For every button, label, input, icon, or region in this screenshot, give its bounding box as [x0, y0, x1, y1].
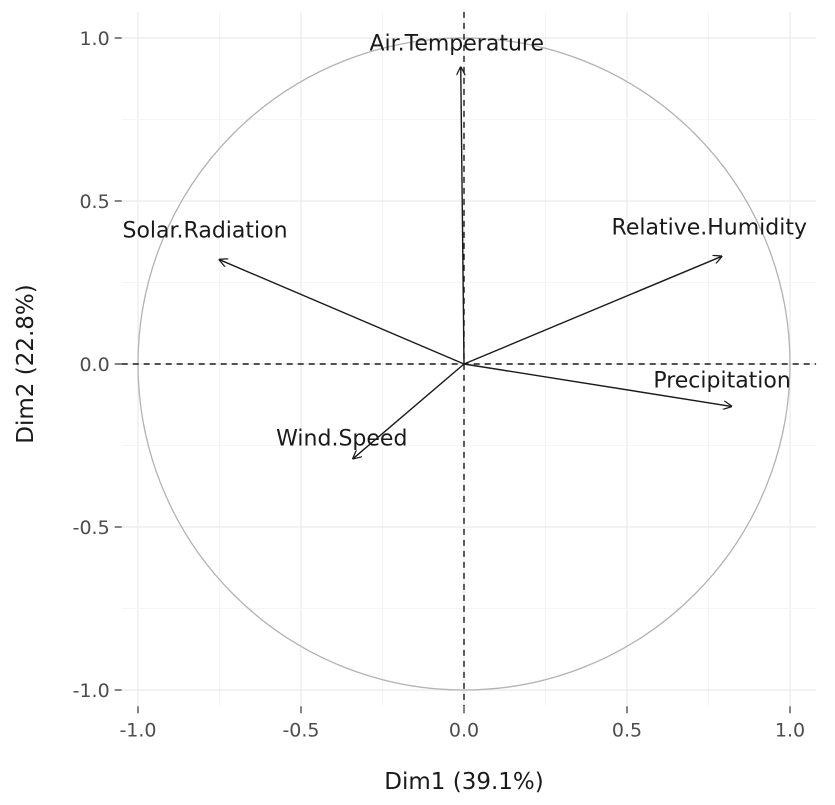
y-tick-label: -0.5: [73, 517, 110, 539]
y-tick-label: -1.0: [73, 680, 110, 702]
arrow-precipitation: [463, 363, 731, 406]
arrow-solar-radiation: [220, 260, 465, 365]
variable-label-air-temperature: Air.Temperature: [369, 31, 544, 56]
arrow-air-temperature: [461, 67, 464, 365]
reference-lines: [121, 11, 817, 707]
x-tick-label: -1.0: [119, 719, 156, 741]
arrow-wind-speed: [353, 363, 465, 459]
y-axis-title: Dim2 (22.8%): [13, 284, 39, 443]
x-tick-label: -0.5: [282, 719, 319, 741]
y-axis-ticks: -1.0 -0.5 0.0 0.5 1.0: [73, 28, 122, 702]
variable-label-solar-radiation: Solar.Radiation: [123, 219, 288, 244]
y-tick-label: 0.0: [79, 354, 109, 376]
x-axis-ticks: -1.0 -0.5 0.0 0.5 1.0: [119, 706, 805, 741]
variable-label-relative-humidity: Relative.Humidity: [612, 215, 807, 240]
x-tick-label: 0.5: [612, 719, 642, 741]
variable-arrows: [220, 67, 732, 458]
variable-label-precipitation: Precipitation: [653, 368, 791, 393]
x-axis-title: Dim1 (39.1%): [384, 769, 543, 795]
variable-labels: Air.Temperature Solar.Radiation Relative.H…: [123, 31, 808, 451]
x-tick-label: 1.0: [775, 719, 805, 741]
arrow-relative-humidity: [463, 256, 722, 365]
y-tick-label: 0.5: [79, 191, 109, 213]
y-tick-label: 1.0: [79, 28, 109, 50]
variable-label-wind-speed: Wind.Speed: [276, 427, 407, 452]
x-tick-label: 0.0: [449, 719, 479, 741]
